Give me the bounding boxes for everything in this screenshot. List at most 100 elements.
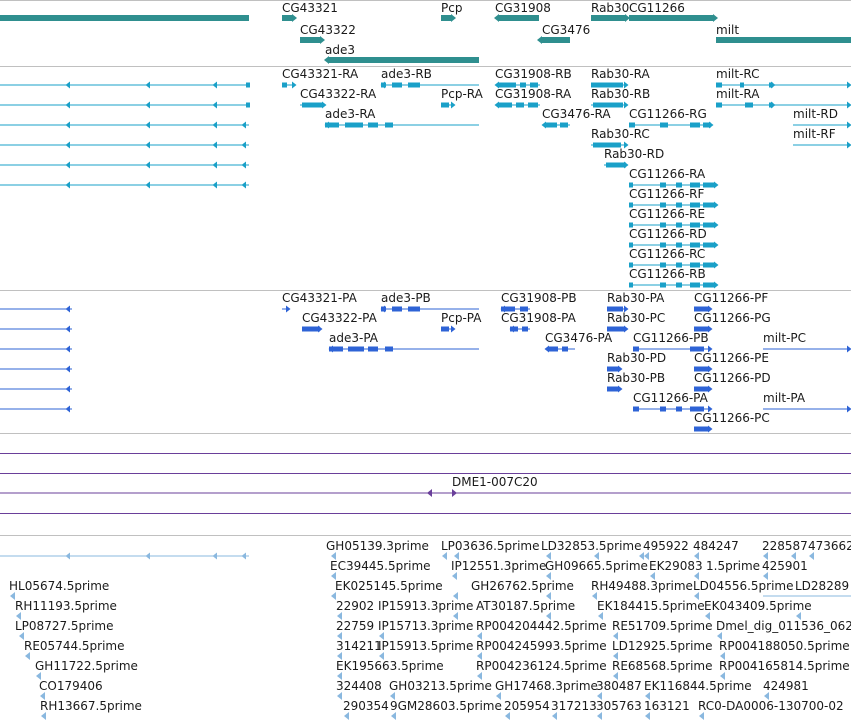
primer-label[interactable]: RH11193.5prime xyxy=(15,599,117,613)
protein-ade3-PA-exon[interactable] xyxy=(348,346,364,352)
protein-CG11266-PG-exon[interactable] xyxy=(694,326,708,332)
clone-end-arrow[interactable] xyxy=(452,489,457,497)
protein-ade3-PA-strand-arrow[interactable] xyxy=(328,345,334,353)
primer-arrow[interactable] xyxy=(337,672,342,680)
protein-ade3-PA-exon[interactable] xyxy=(329,346,343,352)
transcript-CG11266-RG-strand-arrow[interactable] xyxy=(709,121,714,129)
transcript-label[interactable]: CG11266-RC xyxy=(629,247,706,261)
protein-CG11266-PE-strand-arrow[interactable] xyxy=(708,365,713,373)
protein-Rab30-PA-exon[interactable] xyxy=(607,306,623,312)
primer-arrow[interactable] xyxy=(337,652,342,660)
protein-CG43321-PA-strand-arrow[interactable] xyxy=(286,305,291,313)
primer-label[interactable]: GH09665.5prime xyxy=(545,559,648,573)
protein-CG43322-PA-strand-arrow[interactable] xyxy=(318,325,323,333)
gene-bar[interactable] xyxy=(282,15,292,21)
primer-label[interactable]: RP004165814.5prime xyxy=(719,659,850,673)
transcript-strand-arrow[interactable] xyxy=(145,181,151,189)
primer-arrow[interactable] xyxy=(452,572,457,580)
primer-label[interactable]: RE51709.5prime xyxy=(612,619,713,633)
transcript-milt-RF-strand-arrow[interactable] xyxy=(847,141,851,149)
protein-label[interactable]: CG11266-PG xyxy=(694,311,771,325)
transcript-CG11266-strand-arrow[interactable] xyxy=(714,241,719,249)
primer-label[interactable]: 425901 xyxy=(762,559,808,573)
transcript-label[interactable]: CG3476-RA xyxy=(542,107,611,121)
gene-bar[interactable] xyxy=(329,57,479,63)
primer-arrow[interactable] xyxy=(40,692,45,700)
transcript-label[interactable]: CG11266-RB xyxy=(629,267,706,281)
transcript-CG11266-RG-exon[interactable] xyxy=(703,122,711,128)
primer-arrow[interactable] xyxy=(453,612,458,620)
primer-arrow[interactable] xyxy=(644,552,649,560)
primer-arrow[interactable] xyxy=(25,652,30,660)
transcript-strand-arrow[interactable] xyxy=(241,141,247,149)
transcript-ade3-RB-exon[interactable] xyxy=(392,82,402,88)
transcript-label[interactable]: CG11266-RE xyxy=(629,207,706,221)
transcript-label[interactable]: milt-RF xyxy=(793,127,836,141)
primer-arrow[interactable] xyxy=(145,552,151,560)
primer-label[interactable]: LD12925.5prime xyxy=(612,639,713,653)
transcript-strand-arrow[interactable] xyxy=(145,121,151,129)
protein-label[interactable]: Rab30-PB xyxy=(607,371,666,385)
primer-arrow[interactable] xyxy=(453,592,458,600)
primer-arrow[interactable] xyxy=(597,712,602,720)
primer-arrow[interactable] xyxy=(505,712,510,720)
primer-arrow[interactable] xyxy=(720,652,725,660)
transcript-CG11266-exon[interactable] xyxy=(690,282,700,288)
protein-Rab30-PB-exon[interactable] xyxy=(607,386,619,392)
protein-ade3-PB-exon[interactable] xyxy=(408,306,420,312)
transcript-milt-RC-ext-strand-arrow[interactable] xyxy=(847,81,851,89)
primer-label[interactable]: GH03213.5prime xyxy=(389,679,492,693)
primer-arrow[interactable] xyxy=(477,672,482,680)
primer-label[interactable]: GH05139.3prime xyxy=(326,539,429,553)
primer-arrow[interactable] xyxy=(10,592,15,600)
transcript-label[interactable]: CG31908-RB xyxy=(495,67,572,81)
gene-label[interactable]: ade3 xyxy=(325,43,355,57)
transcript-ade3-RA-exon[interactable] xyxy=(325,122,339,128)
transcript-ade3-RA-exon[interactable] xyxy=(385,122,393,128)
transcript-strand-arrow[interactable] xyxy=(212,101,218,109)
transcript-Pcp-RA-strand-arrow[interactable] xyxy=(451,101,456,109)
transcript-milt-RC-ext-exon[interactable] xyxy=(769,82,773,88)
protein-ade3-PA-exon[interactable] xyxy=(385,346,393,352)
primer-label[interactable]: EK043409.5prime xyxy=(704,599,812,613)
transcript-label[interactable]: Rab30-RD xyxy=(604,147,665,161)
gene-bar[interactable] xyxy=(629,15,713,21)
transcript-CG43322-RA-exon[interactable] xyxy=(302,102,322,108)
protein-label[interactable]: milt-PC xyxy=(763,331,807,345)
primer-label[interactable]: RP004188050.5prime xyxy=(719,639,850,653)
transcript-CG11266-exon[interactable] xyxy=(676,202,682,208)
transcript-strand-arrow[interactable] xyxy=(65,181,71,189)
transcript-exon[interactable] xyxy=(246,102,250,108)
transcript-CG11266-exon[interactable] xyxy=(660,182,666,188)
transcript-CG11266-strand-arrow[interactable] xyxy=(714,261,719,269)
transcript-CG3476-RA-strand-arrow[interactable] xyxy=(541,121,547,129)
protein-Rab30-PC-exon[interactable] xyxy=(607,326,625,332)
protein-CG43322-PA-exon[interactable] xyxy=(302,326,320,332)
primer-arrow[interactable] xyxy=(694,572,699,580)
primer-label[interactable]: LP03636.5prime xyxy=(441,539,540,553)
protein-CG11266-PC-exon[interactable] xyxy=(694,426,708,432)
protein-label[interactable]: CG3476-PA xyxy=(545,331,613,345)
transcript-strand-arrow[interactable] xyxy=(212,141,218,149)
gene-strand-arrow[interactable] xyxy=(625,14,630,22)
primer-label[interactable]: RE68568.5prime xyxy=(612,659,713,673)
primer-label[interactable]: 324408 xyxy=(336,679,382,693)
primer-arrow[interactable] xyxy=(442,552,447,560)
primer-arrow[interactable] xyxy=(36,672,41,680)
gene-strand-arrow[interactable] xyxy=(537,36,542,44)
transcript-CG11266-exon[interactable] xyxy=(629,242,633,248)
transcript-ade3-RB-strand-arrow[interactable] xyxy=(380,81,386,89)
primer-arrow[interactable] xyxy=(705,612,710,620)
primer-label[interactable]: EK195663.5prime xyxy=(336,659,444,673)
protein-CG31908-PA-strand-arrow[interactable] xyxy=(509,325,515,333)
transcript-CG3476-RA-exon[interactable] xyxy=(545,122,557,128)
primer-arrow[interactable] xyxy=(694,592,699,600)
transcript-CG11266-exon[interactable] xyxy=(660,222,666,228)
transcript-label[interactable]: Rab30-RB xyxy=(591,87,651,101)
primer-label[interactable]: LD32853.5prime xyxy=(541,539,642,553)
primer-label[interactable]: 380487 xyxy=(596,679,642,693)
protein-label[interactable]: Rab30-PC xyxy=(607,311,666,325)
protein-label[interactable]: CG43321-PA xyxy=(282,291,357,305)
transcript-CG11266-exon[interactable] xyxy=(703,282,715,288)
